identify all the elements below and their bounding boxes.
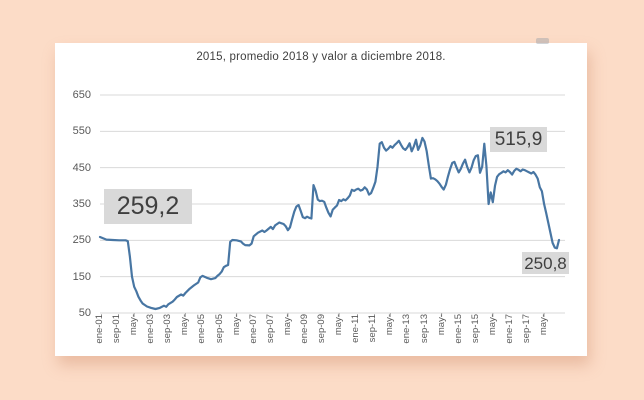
y-tick-label-50: 50 — [78, 307, 91, 319]
x-tick-label-ene11: ene-11 — [350, 314, 362, 343]
x-tick-label-ene15: ene-15 — [452, 314, 464, 344]
data-label-start: 259,2 — [104, 189, 192, 224]
x-tick-label-ene05: ene-05 — [196, 314, 208, 344]
y-tick-label-150: 150 — [72, 270, 91, 283]
x-tick-label-ene03: ene-03 — [145, 314, 157, 344]
x-tick-label-may: may- — [281, 314, 293, 336]
x-tick-label-sep03: sep-03 — [162, 314, 174, 344]
x-tick-label-sep15: sep-15 — [469, 314, 481, 344]
data-label-end: 250,8 — [522, 252, 569, 274]
x-tick-label-may: may- — [384, 314, 396, 336]
plot-area: 650 550 450 350 250 150 50 ene-01 sep-01 may-ene… — [55, 43, 587, 356]
x-tick-label-ene17: ene-17 — [503, 314, 515, 344]
x-tick-label-may: may- — [230, 314, 242, 336]
series-indice — [98, 136, 561, 311]
x-tick-label-ene01: ene-01 — [94, 314, 105, 344]
x-tick-label-ene09: ene-09 — [298, 314, 310, 344]
x-tick-label-may: may- — [486, 314, 498, 336]
y-tick-label-550: 550 — [72, 125, 91, 138]
x-tick-label-ene13: ene-13 — [401, 314, 413, 344]
y-tick-label-250: 250 — [72, 234, 91, 247]
x-tick-label-may: may- — [435, 314, 447, 336]
image-artifact-smudge — [536, 38, 549, 44]
x-tick-label-sep07: sep-07 — [264, 314, 276, 344]
x-tick-label-may: may- — [538, 314, 550, 336]
y-tick-label-450: 450 — [72, 161, 91, 174]
x-tick-label-sep05: sep-05 — [213, 314, 225, 344]
y-tick-label-350: 350 — [72, 198, 91, 210]
line-chart — [98, 94, 565, 317]
x-tick-label-may: may- — [179, 314, 191, 336]
chart-panel: 2015, promedio 2018 y valor a diciembre … — [55, 43, 587, 356]
x-tick-label-ene07: ene-07 — [247, 314, 259, 344]
x-tick-label-sep09: sep-09 — [316, 314, 328, 344]
chart-title: 2015, promedio 2018 y valor a diciembre … — [196, 51, 446, 63]
x-tick-label-sep11: sep-11 — [367, 314, 379, 343]
x-tick-label-sep17: sep-17 — [521, 314, 532, 344]
x-tick-label-sep01: sep-01 — [111, 314, 123, 344]
y-tick-label-650: 650 — [72, 89, 91, 101]
x-tick-label-may: may- — [128, 314, 140, 336]
x-tick-label-may: may- — [333, 314, 345, 336]
x-tick-label-sep13: sep-13 — [418, 314, 430, 344]
data-label-peak: 515,9 — [490, 127, 547, 152]
